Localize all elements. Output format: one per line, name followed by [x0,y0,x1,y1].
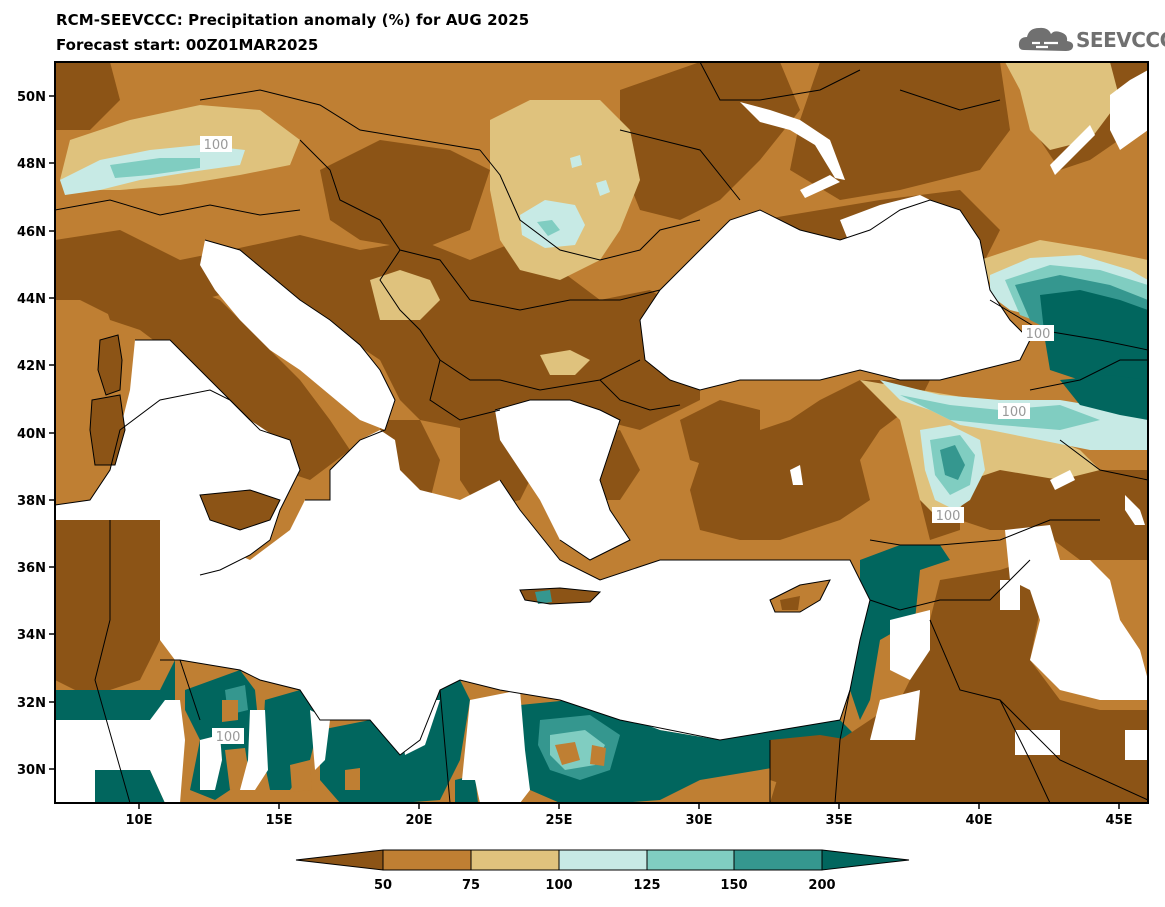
logo-text: SEEVCCC [1076,28,1165,52]
colorbar-label: 100 [545,878,572,893]
lon-tick-label: 15E [266,813,293,828]
lat-tick-label: 30N [17,763,46,778]
colorbar-label: 75 [462,878,480,893]
cloud-logo-icon [1018,27,1074,51]
lon-tick-labels: 10E 15E 20E 25E 30E 35E 40E 45E [126,813,1133,828]
contour-label: 100 [216,730,241,745]
lon-tick-label: 10E [126,813,153,828]
lat-tick-label: 32N [17,696,46,711]
axis-ticks [49,95,1120,809]
lon-tick-label: 40E [966,813,993,828]
lat-tick-label: 50N [17,90,46,105]
lat-tick-label: 40N [17,427,46,442]
lakes [740,102,1145,525]
lat-tick-label: 36N [17,561,46,576]
lat-tick-labels: 50N 48N 46N 44N 42N 40N 38N 36N 34N 32N … [17,90,46,778]
colorbar-label: 125 [633,878,660,893]
map-title: RCM-SEEVCCC: Precipitation anomaly (%) f… [56,11,530,29]
colorbar-label: 150 [720,878,747,893]
colorbar-segment [382,849,472,871]
lat-tick-label: 48N [17,157,46,172]
country-borders [55,62,1148,803]
lat-tick-label: 34N [17,628,46,643]
contour-label: 100 [1026,327,1051,342]
lat-tick-label: 38N [17,494,46,509]
lon-tick-label: 25E [546,813,573,828]
lat-tick-label: 42N [17,359,46,374]
seevccc-logo: SEEVCCC [1018,22,1165,56]
map-field: 100 100 100 100 100 [55,62,1148,803]
lat-tick-label: 46N [17,225,46,240]
sea-areas [55,70,1148,755]
colorbar-segment [733,849,823,871]
lon-tick-label: 45E [1106,813,1133,828]
colorbar-segment [295,849,384,871]
colorbar-segment [558,849,648,871]
contour-label: 100 [204,138,229,153]
contour-label: 100 [1002,405,1027,420]
lat-tick-label: 44N [17,292,46,307]
forecast-start-label: Forecast start: 00Z01MAR2025 [56,36,319,54]
colorbar-label: 200 [808,878,835,893]
colorbar-segment [470,849,560,871]
colorbar-segment [646,849,735,871]
lon-tick-label: 35E [826,813,853,828]
contour-labels: 100 100 100 100 100 [200,136,1054,745]
colorbar-label: 50 [374,878,392,893]
colorbar-segment [821,849,910,871]
lon-tick-label: 30E [686,813,713,828]
colorbar-legend: 50 75 100 125 150 200 [295,849,910,893]
lon-tick-label: 20E [406,813,433,828]
contour-label: 100 [936,509,961,524]
